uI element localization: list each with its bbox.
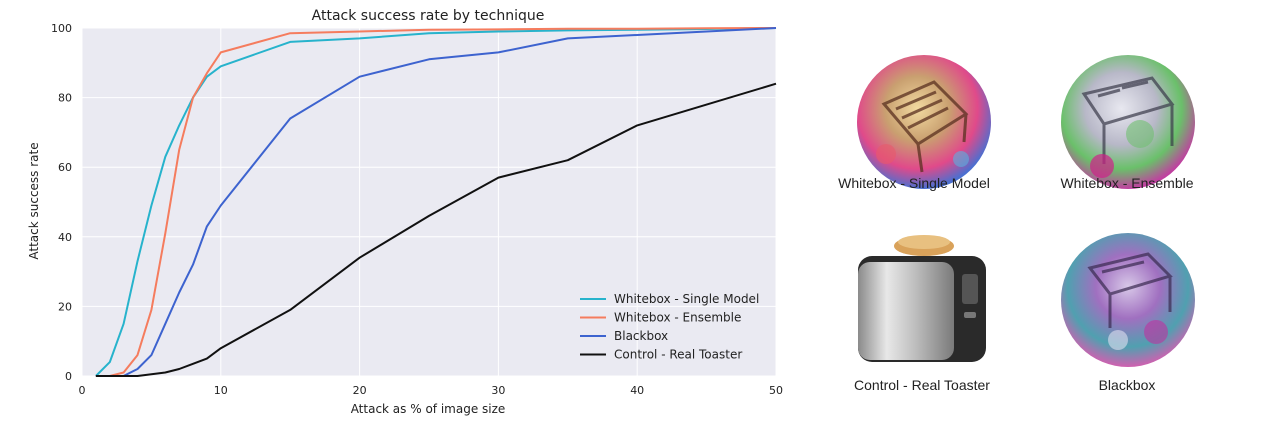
x-tick-label: 10 <box>214 384 228 397</box>
x-tick-label: 40 <box>630 384 644 397</box>
thumbnail-caption: Blackbox <box>1098 377 1156 393</box>
thumbnail-caption: Control - Real Toaster <box>854 377 990 393</box>
plot-area <box>82 28 776 376</box>
legend-label: Whitebox - Single Model <box>614 292 759 306</box>
legend: Whitebox - Single Model Whitebox - Ensemb… <box>580 292 759 362</box>
thumbnail-caption: Whitebox - Ensemble <box>1060 175 1194 191</box>
y-axis-label: Attack success rate <box>27 142 41 259</box>
patch-ensemble-icon <box>1061 55 1195 189</box>
y-tick-label: 100 <box>51 22 72 35</box>
legend-label: Control - Real Toaster <box>614 348 742 362</box>
y-tick-label: 40 <box>58 231 72 244</box>
legend-label: Blackbox <box>614 329 668 343</box>
series-line-1 <box>95 27 777 377</box>
thumbnail-control-real-toaster <box>852 232 988 368</box>
thumbnail-blackbox <box>1060 232 1196 368</box>
y-tick-label: 60 <box>58 161 72 174</box>
series-line-0 <box>95 27 777 377</box>
y-tick-label: 0 <box>65 370 72 383</box>
real-toaster-icon <box>858 235 986 362</box>
x-axis-label: Attack as % of image size <box>351 402 506 416</box>
line-chart: 0 10 20 30 40 50 0 20 40 60 80 100 Attack success r… <box>27 8 783 416</box>
x-tick-label: 0 <box>79 384 86 397</box>
x-tick-label: 30 <box>491 384 505 397</box>
thumbnail-whitebox-single-model <box>856 54 992 190</box>
y-tick-label: 20 <box>58 300 72 313</box>
patch-blackbox-icon <box>1061 233 1195 367</box>
thumbnail-whitebox-ensemble <box>1060 54 1196 190</box>
chart-title: Attack success rate by technique <box>312 8 545 24</box>
patch-single-model-icon <box>857 55 991 189</box>
series-line-3 <box>95 82 777 377</box>
x-tick-label: 50 <box>769 384 783 397</box>
thumbnail-caption: Whitebox - Single Model <box>838 175 990 191</box>
x-tick-label: 20 <box>353 384 367 397</box>
y-tick-label: 80 <box>58 92 72 105</box>
series-line-2 <box>95 27 777 377</box>
legend-label: Whitebox - Ensemble <box>614 311 741 325</box>
